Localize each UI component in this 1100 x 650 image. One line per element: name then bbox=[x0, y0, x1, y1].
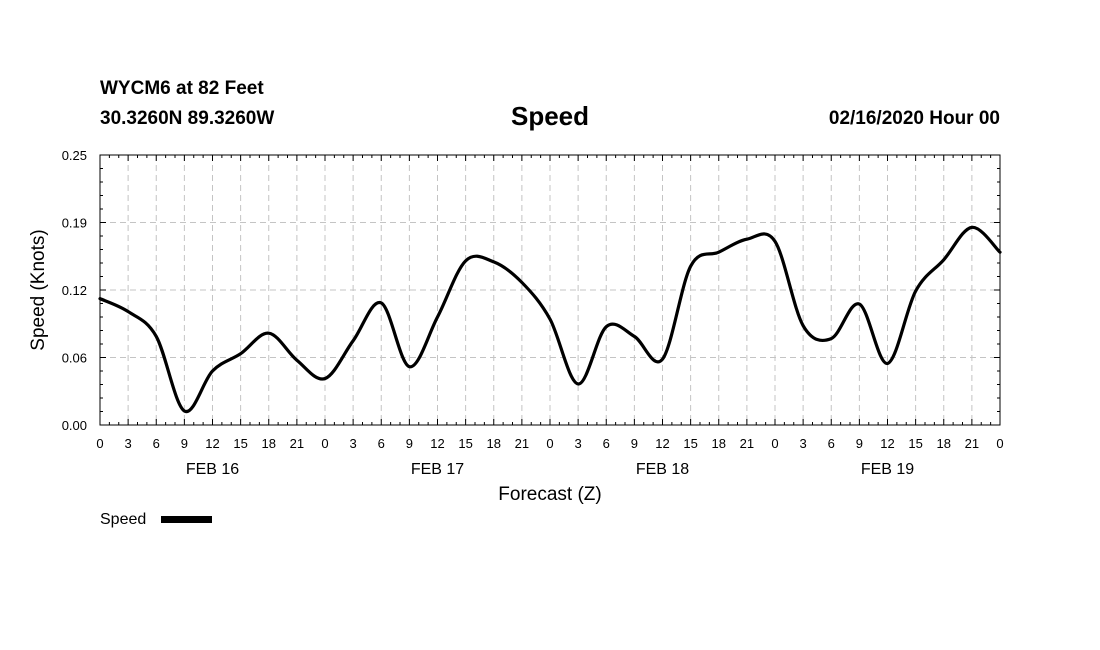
y-tick-label: 0.06 bbox=[62, 351, 87, 366]
x-tick-label: 12 bbox=[655, 436, 669, 451]
x-tick-label: 3 bbox=[350, 436, 357, 451]
series-speed bbox=[98, 225, 1002, 413]
x-tick-label: 18 bbox=[262, 436, 276, 451]
x-tick-label: 21 bbox=[965, 436, 979, 451]
x-tick-label: 9 bbox=[406, 436, 413, 451]
x-tick-label: 0 bbox=[546, 436, 553, 451]
x-tick-label: 9 bbox=[856, 436, 863, 451]
x-tick-label: 21 bbox=[740, 436, 754, 451]
x-tick-label: 3 bbox=[125, 436, 132, 451]
x-tick-label: 18 bbox=[937, 436, 951, 451]
x-tick-label: 0 bbox=[771, 436, 778, 451]
grid-lines bbox=[100, 155, 1000, 425]
y-tick-label: 0.00 bbox=[62, 418, 87, 433]
x-tick-label: 0 bbox=[996, 436, 1003, 451]
x-tick-label: 6 bbox=[828, 436, 835, 451]
x-tick-label: 6 bbox=[153, 436, 160, 451]
y-tick-label: 0.25 bbox=[62, 148, 87, 163]
x-tick-label: 9 bbox=[181, 436, 188, 451]
x-tick-label: 0 bbox=[96, 436, 103, 451]
x-tick-label: 0 bbox=[321, 436, 328, 451]
legend-swatch-speed bbox=[161, 516, 212, 523]
chart-title: Speed bbox=[511, 101, 589, 131]
station-label: WYCM6 at 82 Feet bbox=[100, 78, 264, 99]
legend: Speed bbox=[100, 511, 212, 528]
x-tick-label: 15 bbox=[908, 436, 922, 451]
x-tick-label: 12 bbox=[430, 436, 444, 451]
day-label: FEB 17 bbox=[411, 461, 464, 478]
legend-label-speed: Speed bbox=[100, 511, 146, 528]
series-line-speed bbox=[98, 225, 1002, 413]
x-tick-label: 21 bbox=[290, 436, 304, 451]
day-label: FEB 16 bbox=[186, 461, 239, 478]
day-label: FEB 18 bbox=[636, 461, 689, 478]
day-label: FEB 19 bbox=[861, 461, 914, 478]
x-tick-label: 12 bbox=[880, 436, 894, 451]
datetime-label: 02/16/2020 Hour 00 bbox=[829, 108, 1000, 129]
x-tick-label: 21 bbox=[515, 436, 529, 451]
x-axis-ticks: 0 3 6 9 12 15 18 21 0 3 6 9 12 15 18 21 0 3 6 9 12 15 18 21 0 3 6 9… bbox=[96, 155, 1004, 451]
x-tick-label: 15 bbox=[233, 436, 247, 451]
day-labels: FEB 16 FEB 17 FEB 18 FEB 19 bbox=[186, 461, 914, 478]
y-tick-label: 0.12 bbox=[62, 283, 87, 298]
x-tick-label: 3 bbox=[575, 436, 582, 451]
x-tick-label: 15 bbox=[683, 436, 697, 451]
x-tick-label: 6 bbox=[603, 436, 610, 451]
x-tick-label: 12 bbox=[205, 436, 219, 451]
x-tick-label: 3 bbox=[800, 436, 807, 451]
y-axis-ticks: 0.00 0.06 0.12 0.19 0.25 bbox=[62, 148, 1000, 433]
x-tick-label: 9 bbox=[631, 436, 638, 451]
y-axis-title: Speed (Knots) bbox=[28, 229, 49, 350]
x-tick-label: 18 bbox=[712, 436, 726, 451]
y-tick-label: 0.19 bbox=[62, 216, 87, 231]
x-tick-label: 18 bbox=[487, 436, 501, 451]
x-axis-title: Forecast (Z) bbox=[498, 484, 601, 505]
x-tick-label: 6 bbox=[378, 436, 385, 451]
coords-label: 30.3260N 89.3260W bbox=[100, 108, 274, 129]
x-tick-label: 15 bbox=[458, 436, 472, 451]
